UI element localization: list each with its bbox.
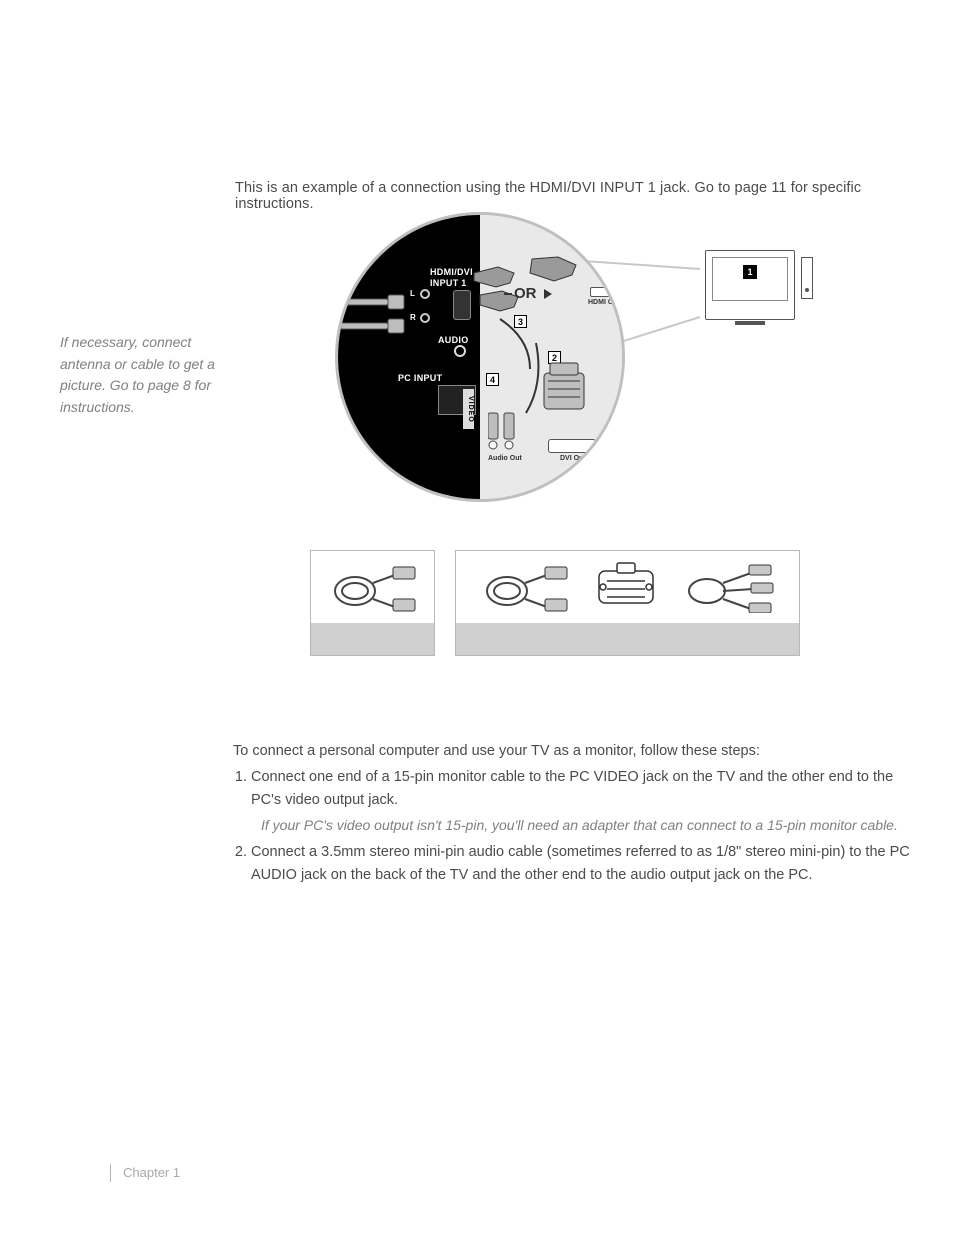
- steps-section: To connect a personal computer and use y…: [233, 740, 913, 890]
- footer-chapter: Chapter 1: [110, 1164, 180, 1182]
- dvi-out-jack-icon: [548, 439, 596, 453]
- audio-label: AUDIO: [438, 335, 469, 345]
- step-1-note: If your PC's video output isn't 15-pin, …: [261, 815, 913, 837]
- pc-input-label: PC INPUT: [398, 373, 442, 383]
- sidebar-note: If necessary, connect antenna or cable t…: [60, 332, 215, 419]
- l-jack-icon: [420, 289, 430, 299]
- step-1: Connect one end of a 15-pin monitor cabl…: [251, 766, 913, 811]
- hdmi-out-jack-icon: [590, 287, 616, 297]
- hdmi-dvi-label: HDMI/DVI: [430, 267, 473, 277]
- hdmi-cable2-icon: [477, 561, 573, 613]
- zoom-circle: HDMI/DVI INPUT 1 L R AUDIO PC INPUT VIDE…: [335, 212, 625, 502]
- video-label: VIDEO: [463, 389, 474, 429]
- audio-cable-icon: [679, 561, 779, 613]
- box-hdmi-cable: [310, 550, 435, 656]
- connection-diagram: 1 HDMI/DVI INPUT 1 L R: [315, 212, 795, 507]
- l-label: L: [410, 289, 415, 298]
- lr-plugs-icon: [335, 293, 420, 343]
- intro-paragraph: This is an example of a connection using…: [235, 180, 914, 212]
- r-label: R: [410, 313, 416, 322]
- r-jack-icon: [420, 313, 430, 323]
- page: This is an example of a connection using…: [0, 0, 954, 1234]
- monitor-badge: 1: [743, 265, 757, 279]
- hdmi-cable-icon: [325, 561, 420, 613]
- dvi-adapter-icon: [591, 561, 661, 613]
- monitor-icon: 1: [705, 250, 795, 320]
- input1-label: INPUT 1: [430, 278, 467, 288]
- hdmi-out-label: HDMI Out: [588, 299, 620, 306]
- audio-jack-icon: [454, 345, 466, 357]
- dvi-out-label: DVI Out: [560, 455, 586, 462]
- audio-out-label: Audio Out: [488, 455, 522, 462]
- hdmi-jack-icon: [453, 290, 471, 320]
- step-2: Connect a 3.5mm stereo mini-pin audio ca…: [251, 841, 913, 886]
- or-label: OR: [514, 285, 537, 302]
- monitor-side-icon: [801, 257, 813, 299]
- cable-boxes: [310, 550, 800, 656]
- right-cables-icon: [488, 313, 618, 453]
- box-hdmi-dvi-kit: [455, 550, 800, 656]
- steps-lead: To connect a personal computer and use y…: [233, 740, 913, 762]
